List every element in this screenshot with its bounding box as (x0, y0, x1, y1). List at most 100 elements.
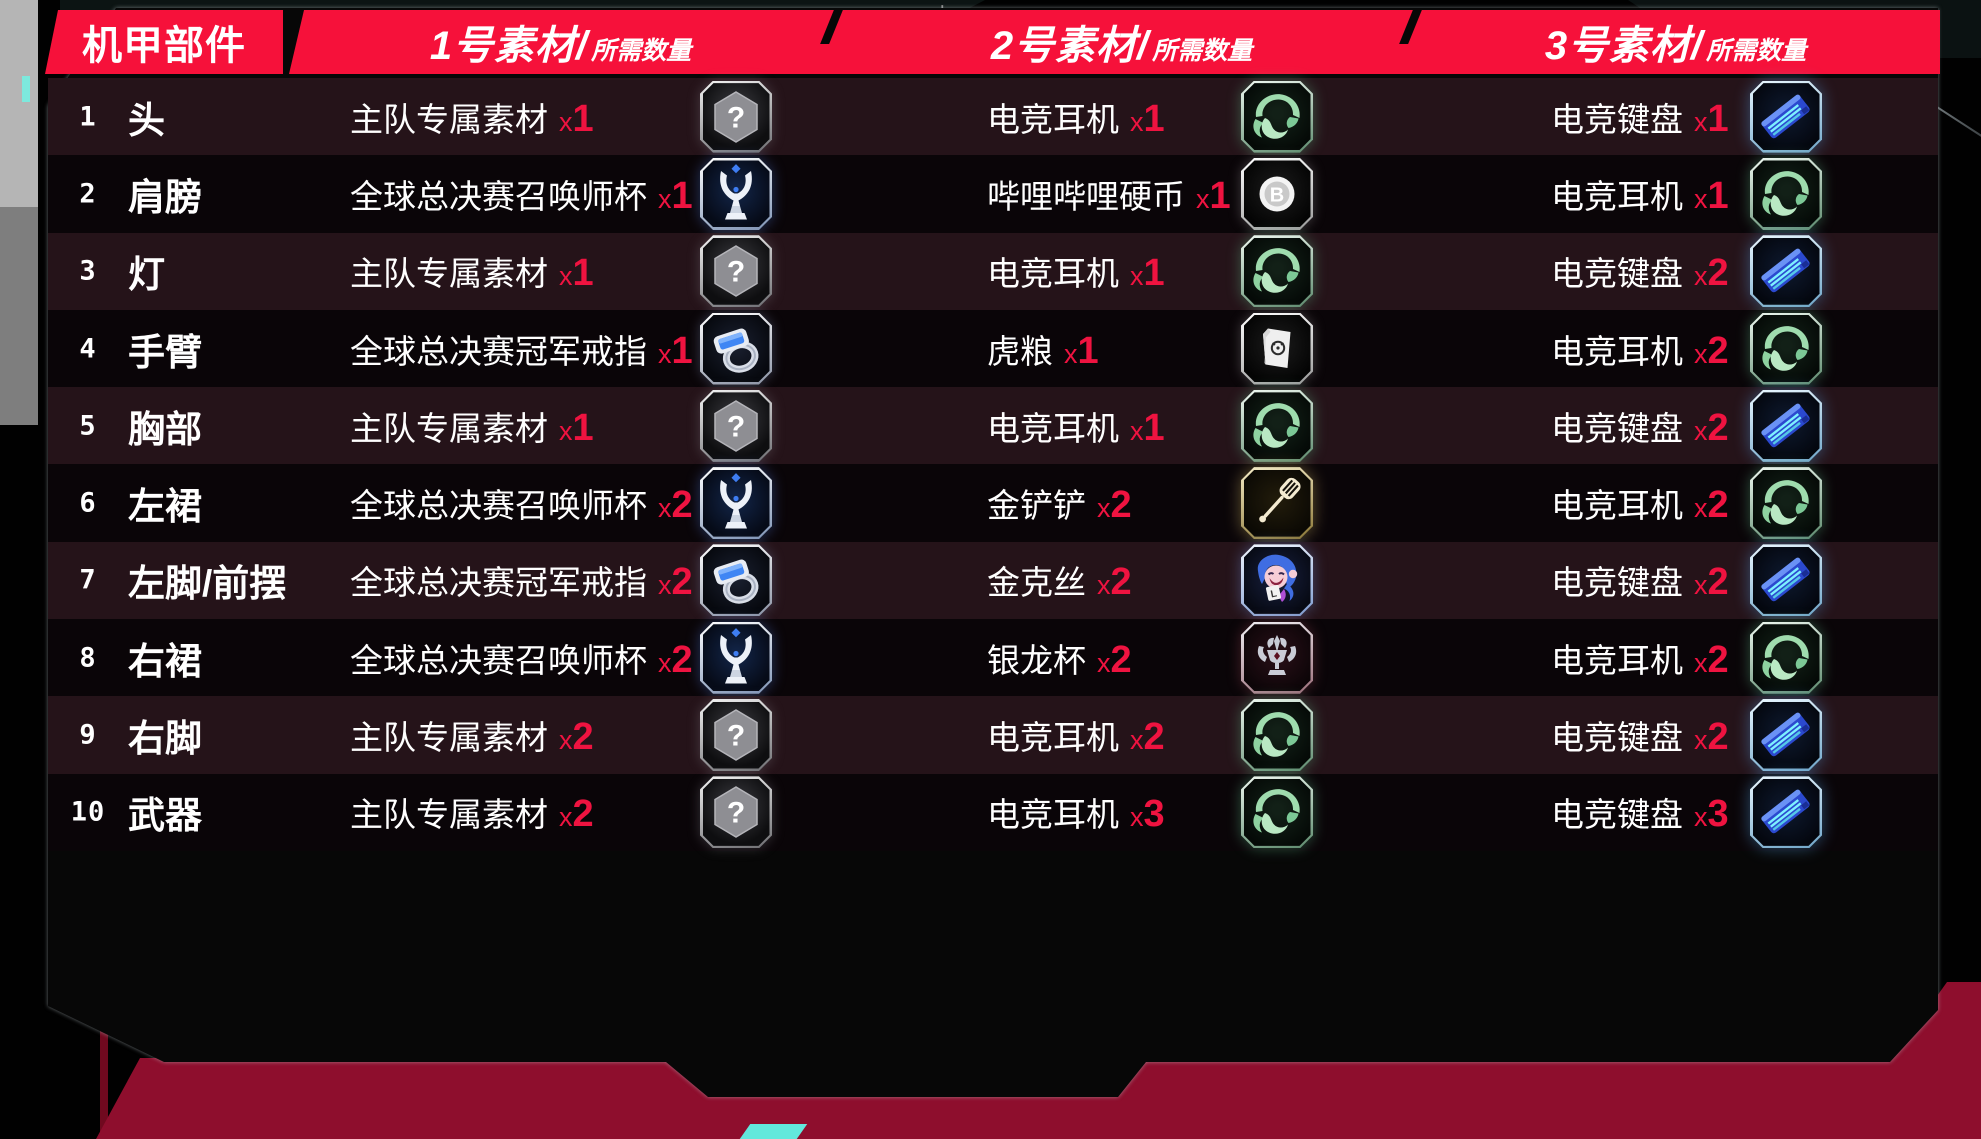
table-row: 10 武器 主队专属素材 x 2? 电竞耳机 x 3 电竞键盘 x 3 (48, 773, 1938, 851)
jinx-icon: L (1241, 544, 1313, 616)
part-name: 右裙 (128, 640, 202, 682)
material-m1: 主队专属素材 x 1 (350, 93, 594, 141)
count-value: 1 (1143, 252, 1165, 295)
count-x: x (1694, 338, 1708, 369)
material-name: 金铲铲 (987, 487, 1086, 525)
svg-text:?: ? (727, 256, 745, 289)
svg-text:?: ? (727, 410, 745, 443)
count-value: 2 (1143, 716, 1165, 759)
headset-icon (1750, 158, 1822, 230)
count-x: x (1196, 183, 1210, 214)
material-m1: 全球总决赛召唤师杯 x 1 (350, 170, 693, 218)
teal-accent-left (22, 76, 30, 102)
part-name: 肩膀 (128, 176, 202, 218)
material-name: 哔哩哔哩硬币 (987, 177, 1185, 215)
material-name: 电竞键盘 (1551, 796, 1683, 834)
row-number: 5 (79, 410, 97, 442)
headset-icon (1241, 81, 1313, 153)
material-m1: 主队专属素材 x 2 (350, 711, 594, 759)
material-name: 主队专属素材 (350, 719, 548, 757)
left-gray-bar-bottom (0, 207, 38, 425)
left-gray-bar-top (0, 0, 38, 207)
rows: 1 头主队专属素材 x 1? 电竞耳机 x 1 电竞键盘 x 1 2 肩膀 全球总决赛召唤师杯 x 1 哔哩哔… (48, 78, 1938, 851)
material-name: 电竞耳机 (1551, 487, 1683, 525)
svg-text:?: ? (727, 101, 745, 134)
count-value: 2 (1707, 716, 1729, 759)
header-material-2-sub: 所需数量 (1152, 37, 1253, 65)
count-value: 2 (671, 561, 693, 604)
table-row: 2 肩膀 全球总决赛召唤师杯 x 1 哔哩哔哩硬币 x 1 B 电竞耳机 x 1 (48, 155, 1938, 233)
material-m1: 全球总决赛召唤师杯 x 2 (350, 479, 693, 527)
material-m3: 电竞键盘 x 1 (1551, 93, 1729, 141)
table-row: 4 手臂 全球总决赛冠军戒指 x 1 虎粮 x 1 电竞耳机 x 2 (48, 309, 1938, 388)
count-value: 1 (1143, 97, 1165, 140)
material-m2: 虎粮 x 1 (987, 325, 1099, 373)
material-m1: 全球总决赛冠军戒指 x 2 (350, 556, 693, 604)
count-value: 1 (1077, 329, 1099, 372)
count-x: x (658, 647, 672, 678)
trophy-icon (700, 158, 772, 230)
material-name: 电竞耳机 (987, 409, 1119, 447)
count-x: x (559, 802, 573, 833)
count-x: x (1097, 570, 1111, 601)
headset-icon (1241, 776, 1313, 848)
count-value: 1 (572, 406, 594, 449)
table-row: 6 左裙 全球总决赛召唤师杯 x 2 金铲铲 x 2 电竞耳机 x 2 (48, 464, 1938, 542)
material-m3: 电竞键盘 x 2 (1551, 402, 1729, 450)
count-x: x (1130, 802, 1144, 833)
count-value: 2 (671, 638, 693, 681)
material-m2: 银龙杯 x 2 (987, 634, 1132, 682)
row-number: 3 (79, 255, 97, 287)
header-material-2-label: 2号素材/ (990, 24, 1150, 68)
bilibili-coin-icon: B (1241, 158, 1313, 230)
count-value: 2 (572, 716, 594, 759)
row-number: 1 (79, 101, 97, 133)
ring-icon (700, 313, 772, 385)
count-x: x (1130, 725, 1144, 756)
row-number: 4 (79, 333, 97, 365)
material-m3: 电竞耳机 x 2 (1551, 634, 1729, 682)
count-value: 2 (572, 793, 594, 836)
header-part-label: 机甲部件 (82, 24, 246, 68)
material-name: 全球总决赛召唤师杯 (350, 177, 647, 215)
count-x: x (1130, 106, 1144, 137)
headset-icon (1750, 622, 1822, 694)
trophy-icon (700, 467, 772, 539)
material-m2: 电竞耳机 x 3 (987, 788, 1165, 836)
material-name: 全球总决赛召唤师杯 (350, 641, 647, 679)
material-name: 银龙杯 (987, 641, 1086, 679)
material-name: 主队专属素材 (350, 796, 548, 834)
question-icon: ? (700, 776, 772, 848)
svg-text:?: ? (727, 797, 745, 830)
row-number: 6 (79, 487, 97, 519)
count-value: 2 (1110, 561, 1132, 604)
headset-icon (1241, 390, 1313, 462)
material-name: 电竞耳机 (987, 255, 1119, 293)
golden-spatula-icon (1241, 467, 1313, 539)
count-value: 3 (1143, 793, 1165, 836)
svg-text:B: B (1270, 184, 1284, 206)
count-value: 2 (1110, 638, 1132, 681)
material-name: 电竞键盘 (1551, 719, 1683, 757)
material-m2: 电竞耳机 x 2 (987, 711, 1165, 759)
header-cell-part: 机甲部件 (45, 10, 283, 74)
material-name: 电竞耳机 (987, 719, 1119, 757)
material-m1: 全球总决赛冠军戒指 x 1 (350, 325, 693, 373)
table-row: 3 灯主队专属素材 x 1? 电竞耳机 x 1 电竞键盘 x 2 (48, 232, 1938, 310)
part-name: 手臂 (128, 331, 202, 373)
header-band: 1号素材/ 所需数量 2号素材/ 所需数量 3号素材/ 所需数量 (289, 10, 1940, 74)
question-icon: ? (700, 699, 772, 771)
